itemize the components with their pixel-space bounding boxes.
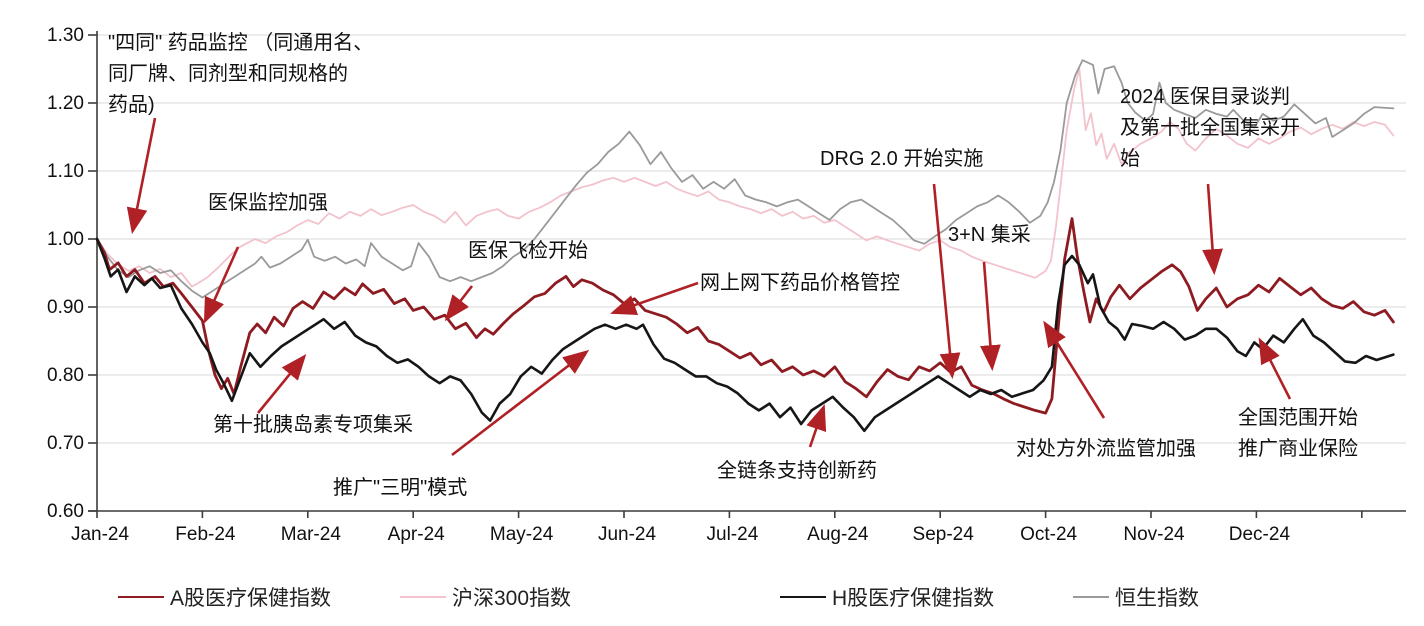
x-axis-month-label: Dec-24 bbox=[1228, 524, 1291, 545]
y-axis-tick-label: 1.20 bbox=[47, 93, 84, 114]
series-line-hang-seng-index bbox=[96, 59, 1395, 299]
legend-swatch-h-share-healthcare-index bbox=[780, 595, 826, 599]
series-line-csi-300-index bbox=[96, 68, 1395, 288]
chart-annotation: "四同" 药品监控 （同通用名、 同厂牌、同剂型和同规格的 药品) bbox=[108, 32, 374, 116]
annotation-arrow bbox=[1202, 183, 1223, 276]
x-axis-month-label: Jul-24 bbox=[706, 524, 759, 545]
x-axis-month-label: May-24 bbox=[489, 524, 554, 545]
chart-annotation: 第十批胰岛素专项集采 bbox=[213, 414, 413, 436]
x-axis-month-label: Apr-24 bbox=[387, 524, 445, 545]
x-axis-month-label: Jun-24 bbox=[597, 524, 657, 545]
chart-annotation: 3+N 集采 bbox=[948, 224, 1031, 246]
annotation-arrow bbox=[203, 246, 240, 324]
chart-annotation: 对处方外流监管加强 bbox=[1016, 438, 1196, 460]
annotation-arrow bbox=[256, 353, 307, 414]
legend-label: H股医疗保健指数 bbox=[832, 587, 995, 610]
x-axis-month-label: Sep-24 bbox=[912, 524, 974, 545]
annotation-arrow bbox=[126, 117, 157, 235]
legend-swatch-csi-300-index bbox=[400, 596, 446, 598]
legend-item-csi-300-index: 沪深300指数 bbox=[400, 582, 571, 612]
legend: A股医疗保健指数 沪深300指数 H股医疗保健指数 恒生指数 bbox=[0, 578, 1424, 612]
legend-item-h-share-healthcare-index: H股医疗保健指数 bbox=[780, 582, 994, 612]
annotation-arrow bbox=[932, 183, 961, 380]
y-axis-tick-label: 0.60 bbox=[47, 501, 84, 522]
chart-annotation: 医保监控加强 bbox=[208, 192, 328, 214]
y-axis-tick-label: 0.90 bbox=[47, 297, 84, 318]
chart-annotation: 医保飞检开始 bbox=[468, 240, 588, 262]
y-axis-tick-label: 1.00 bbox=[47, 229, 84, 250]
y-axis-tick-label: 1.10 bbox=[47, 161, 84, 182]
x-axis-month-label: Feb-24 bbox=[175, 524, 236, 545]
x-axis-month-label: Oct-24 bbox=[1020, 524, 1078, 545]
legend-swatch-hang-seng-index bbox=[1073, 596, 1109, 598]
chart-annotation: 网上网下药品价格管控 bbox=[700, 272, 900, 294]
annotation-arrow bbox=[1043, 320, 1106, 419]
annotation-arrow bbox=[1258, 337, 1292, 400]
x-axis-month-label: Aug-24 bbox=[807, 524, 869, 545]
chart-annotation: 推广"三明"模式 bbox=[333, 477, 468, 499]
x-axis-month-label: Nov-24 bbox=[1123, 524, 1185, 545]
x-axis-month-label: Jan-24 bbox=[70, 524, 130, 545]
legend-label: 恒生指数 bbox=[1115, 587, 1199, 610]
legend-swatch-a-share-healthcare-index bbox=[118, 595, 164, 599]
legend-item-a-share-healthcare-index: A股医疗保健指数 bbox=[118, 582, 331, 612]
series-line-h-share-healthcare-index bbox=[95, 237, 1395, 433]
annotation-arrow bbox=[980, 261, 1001, 372]
y-axis-tick-label: 0.80 bbox=[47, 365, 84, 386]
legend-item-hang-seng-index: 恒生指数 bbox=[1073, 582, 1199, 612]
annotation-arrow bbox=[610, 281, 699, 315]
x-axis-month-label: Mar-24 bbox=[280, 524, 341, 545]
annotation-arrow bbox=[806, 404, 827, 448]
chart-annotation: 2024 医保目录谈判 及第十批全国集采开 始 bbox=[1120, 86, 1300, 170]
legend-label: A股医疗保健指数 bbox=[170, 587, 332, 610]
annotation-arrow bbox=[451, 349, 590, 457]
chart-annotation: 全国范围开始 推广商业保险 bbox=[1238, 407, 1358, 460]
y-axis-tick-label: 0.70 bbox=[47, 433, 84, 454]
y-axis-tick-label: 1.30 bbox=[47, 25, 84, 46]
series-line-a-share-healthcare-index bbox=[95, 217, 1395, 415]
annotation-arrow bbox=[444, 285, 474, 322]
legend-label: 沪深300指数 bbox=[452, 587, 572, 610]
chart-annotation: 全链条支持创新药 bbox=[717, 460, 877, 482]
chart-annotation: DRG 2.0 开始实施 bbox=[820, 148, 984, 170]
